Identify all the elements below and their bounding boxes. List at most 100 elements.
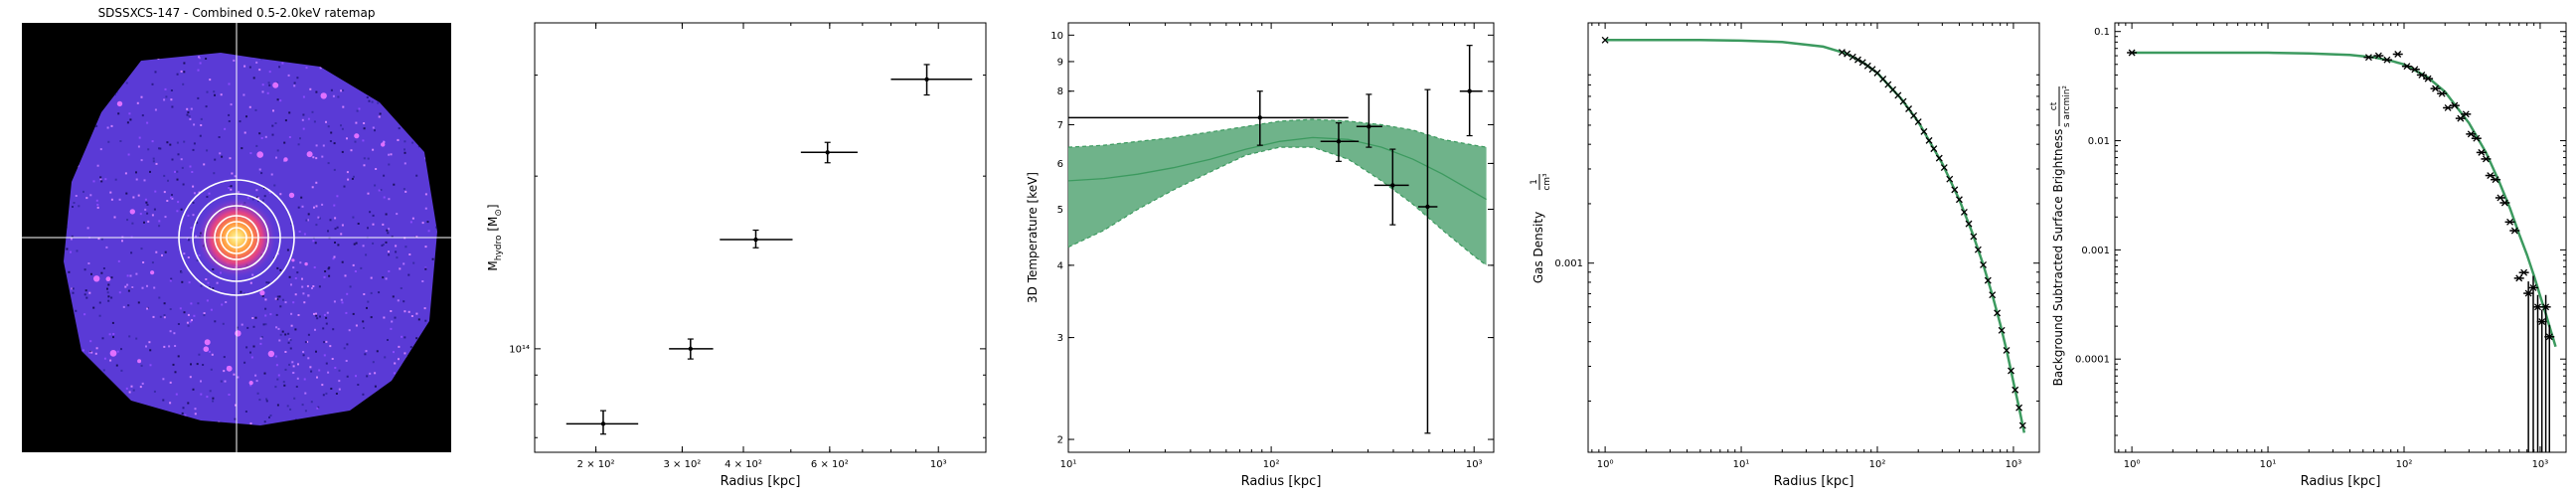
speckle xyxy=(158,225,160,227)
speckle xyxy=(126,388,128,390)
speckle xyxy=(432,258,434,260)
speckle xyxy=(293,84,295,86)
speckle xyxy=(206,105,208,107)
temp-uncertainty-band xyxy=(1068,119,1487,265)
temp-point xyxy=(1467,89,1471,93)
speckle xyxy=(133,390,135,392)
speckle xyxy=(363,122,365,124)
point-source xyxy=(227,366,233,372)
temp-ytick-label: 6 xyxy=(1057,159,1063,170)
speckle xyxy=(288,111,290,113)
speckle xyxy=(206,396,208,398)
speckle xyxy=(173,332,175,334)
sb-xlabel: Radius [kpc] xyxy=(2301,474,2381,489)
speckle xyxy=(276,314,278,316)
speckle xyxy=(275,122,277,124)
speckle xyxy=(235,175,237,177)
speckle xyxy=(345,312,347,314)
speckle xyxy=(193,315,195,317)
speckle xyxy=(240,291,242,293)
speckle xyxy=(342,151,344,153)
speckle xyxy=(399,267,401,269)
speckle xyxy=(295,277,297,279)
speckle xyxy=(128,112,130,114)
speckle xyxy=(324,276,326,278)
speckle xyxy=(187,114,189,116)
speckle xyxy=(144,209,146,211)
speckle xyxy=(425,246,427,248)
speckle xyxy=(271,174,273,176)
speckle xyxy=(366,307,368,309)
speckle xyxy=(95,125,97,127)
sb-ylabel-group: Background Subtracted Surface Brightness… xyxy=(2049,85,2072,387)
speckle xyxy=(197,363,199,365)
speckle xyxy=(219,152,221,154)
speckle xyxy=(246,327,248,329)
speckle xyxy=(367,301,369,303)
mass-point xyxy=(753,238,757,242)
speckle xyxy=(99,178,101,180)
speckle xyxy=(284,334,286,336)
speckle xyxy=(334,142,336,144)
speckle xyxy=(250,422,252,424)
speckle xyxy=(353,313,355,315)
speckle xyxy=(311,287,313,289)
speckle xyxy=(304,379,306,381)
speckle xyxy=(330,140,332,142)
speckle xyxy=(182,167,184,169)
speckle xyxy=(107,127,109,129)
speckle xyxy=(177,142,179,144)
speckle xyxy=(277,98,279,100)
speckle xyxy=(278,66,280,68)
speckle xyxy=(251,357,253,359)
speckle xyxy=(154,209,156,211)
speckle xyxy=(85,289,87,291)
speckle xyxy=(403,336,405,338)
speckle xyxy=(228,114,230,116)
speckle xyxy=(253,346,255,348)
speckle xyxy=(265,136,267,138)
speckle xyxy=(293,365,295,367)
temp-xlabel: Radius [kpc] xyxy=(1241,474,1322,489)
speckle xyxy=(165,216,167,218)
speckle xyxy=(181,158,183,160)
speckle xyxy=(388,198,390,200)
speckle xyxy=(141,365,143,367)
dens-xtick-label: 10¹ xyxy=(1733,459,1750,470)
speckle xyxy=(363,293,365,295)
speckle xyxy=(170,98,172,100)
sb-xtick-label: 10¹ xyxy=(2260,459,2277,470)
speckle xyxy=(169,402,171,404)
speckle xyxy=(72,206,74,208)
temp-point xyxy=(1390,183,1394,187)
speckle xyxy=(128,154,130,156)
speckle xyxy=(383,175,385,177)
speckle xyxy=(302,351,304,353)
speckle xyxy=(121,240,123,242)
speckle xyxy=(276,379,278,381)
speckle xyxy=(294,83,296,84)
speckle xyxy=(302,119,304,121)
speckle xyxy=(271,125,273,127)
speckle xyxy=(162,400,164,402)
dens-marker xyxy=(1890,86,1896,92)
speckle xyxy=(171,89,173,91)
mass-xtick-label: 10³ xyxy=(930,459,947,470)
speckle xyxy=(275,326,277,328)
speckle xyxy=(176,171,178,173)
speckle xyxy=(352,178,354,180)
speckle xyxy=(279,193,281,195)
speckle xyxy=(316,408,318,410)
speckle xyxy=(362,320,364,322)
speckle xyxy=(114,217,116,219)
speckle xyxy=(170,197,172,199)
speckle xyxy=(290,339,292,341)
speckle xyxy=(424,320,426,322)
speckle xyxy=(407,274,409,276)
speckle xyxy=(96,200,98,202)
speckle xyxy=(344,186,346,188)
speckle xyxy=(363,327,365,329)
speckle xyxy=(334,169,336,171)
speckle xyxy=(336,195,338,197)
speckle xyxy=(268,281,270,283)
